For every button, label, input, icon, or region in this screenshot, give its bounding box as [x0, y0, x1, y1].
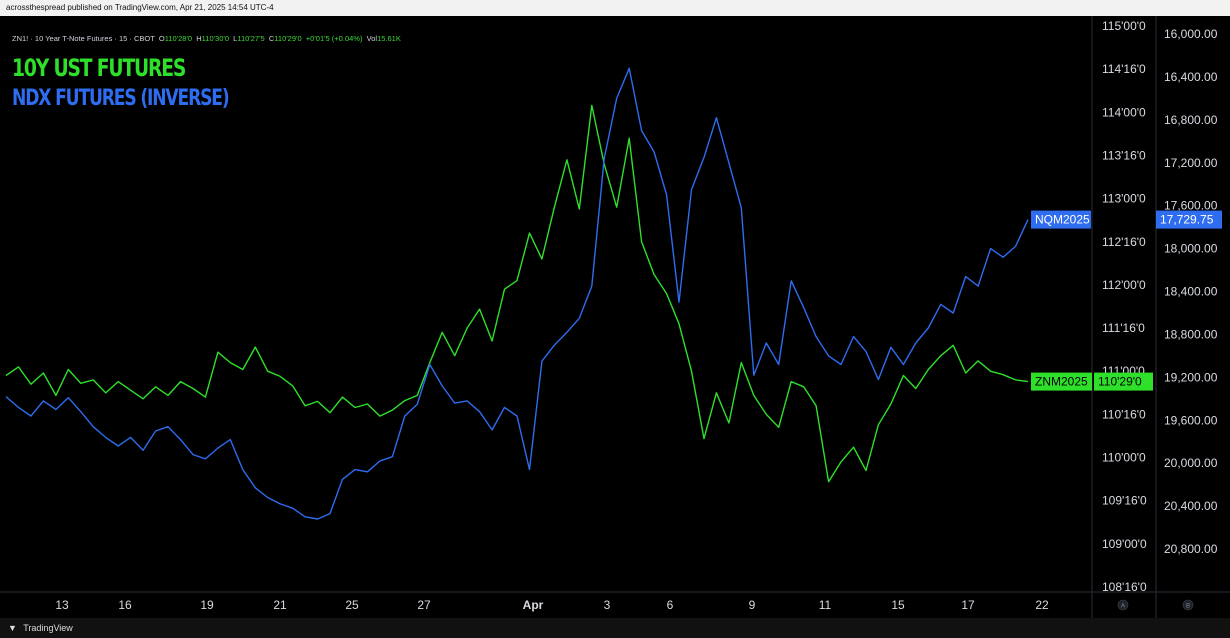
footer: ▼ TradingView	[0, 618, 1230, 638]
left-axis-tick: 113'00'0	[1102, 192, 1146, 206]
high-label: H	[196, 34, 202, 43]
series-name-tag-zn: ZNM2025	[1035, 375, 1088, 389]
left-axis-tick: 112'00'0	[1102, 278, 1146, 292]
right-axis-tick: 16,000.00	[1164, 27, 1218, 41]
x-axis[interactable]: 13 16 19 21 25 27 Apr 3 6 9 11 15 17 22 A B	[55, 598, 1194, 612]
right-axis[interactable]: 16,000.00 16,400.00 16,800.00 17,200.00 17,6…	[1164, 27, 1218, 556]
series-name-tag-zn-bg	[1031, 372, 1092, 391]
footer-brand: TradingView	[23, 623, 73, 633]
right-axis-tick: 20,000.00	[1164, 456, 1218, 470]
series-line-zn	[5, 104, 1029, 483]
right-axis-tick: 18,000.00	[1164, 242, 1218, 256]
right-axis-tick: 17,200.00	[1164, 156, 1218, 170]
tradingview-logo-icon: ▼	[8, 623, 17, 633]
axis-badge-icon	[1182, 599, 1194, 611]
left-axis-tick: 115'00'0	[1102, 19, 1146, 33]
right-axis-tick: 20,800.00	[1164, 542, 1218, 556]
x-axis-tick: 11	[819, 598, 832, 612]
left-axis-tick: 108'16'0	[1102, 580, 1147, 594]
left-axis-tick: 109'16'0	[1102, 494, 1147, 508]
high-value: 110'30'0	[201, 34, 229, 43]
open-value: 110'28'0	[164, 34, 193, 43]
last-value-tag-zn: 110'29'0	[1098, 375, 1142, 389]
vol-label: Vol	[366, 34, 378, 43]
series-line-nq	[5, 67, 1029, 520]
x-axis-tick: 9	[749, 598, 756, 612]
x-axis-tick: 21	[273, 598, 287, 612]
ohlc-legend[interactable]: ZN1! · 10 Year T-Note Futures · 15 · CBO…	[12, 34, 401, 43]
price-tags: NQM2025 17,729.75 ZNM2025 110'29'0	[1031, 210, 1222, 391]
right-axis-tick: 16,400.00	[1164, 70, 1218, 84]
x-axis-tick: Apr	[523, 598, 544, 612]
axis-lines	[0, 16, 1230, 618]
axis-badge-label: B	[1186, 604, 1190, 610]
axis-badge-label: A	[1121, 604, 1125, 610]
low-value: 110'27'5	[237, 34, 265, 43]
chart-title-primary: 10Y UST FUTURES	[12, 54, 186, 82]
left-axis-tick: 111'16'0	[1102, 321, 1145, 335]
x-axis-tick: 17	[961, 598, 975, 612]
x-axis-tick: 25	[345, 598, 359, 612]
right-axis-tick: 18,400.00	[1164, 285, 1218, 299]
series-name-tag-nq: NQM2025	[1035, 213, 1090, 227]
axis-badge-icon	[1117, 599, 1129, 611]
x-axis-tick: 16	[118, 598, 132, 612]
chart-title-secondary: NDX FUTURES (INVERSE)	[12, 86, 230, 111]
last-value-tag-nq: 17,729.75	[1160, 213, 1214, 227]
open-label: O	[158, 34, 165, 43]
series-name-tag-nq-bg	[1031, 210, 1091, 229]
right-axis-tick: 20,400.00	[1164, 499, 1218, 513]
left-axis-tick: 113'16'0	[1102, 148, 1146, 162]
left-axis-tick: 110'16'0	[1102, 407, 1146, 421]
x-axis-tick: 13	[55, 598, 69, 612]
change-value: +0'01'5 (+0.04%)	[305, 34, 363, 43]
left-axis-tick: 112'16'0	[1102, 235, 1146, 249]
x-axis-tick: 27	[417, 598, 431, 612]
right-axis-tick: 19,200.00	[1164, 370, 1218, 384]
left-axis[interactable]: 115'00'0 114'16'0 114'00'0 113'16'0 113'00'0…	[1102, 19, 1147, 594]
right-axis-tick: 17,600.00	[1164, 199, 1218, 213]
right-axis-tick: 16,800.00	[1164, 113, 1218, 127]
left-axis-tick: 110'00'0	[1102, 451, 1146, 465]
right-axis-tick: 18,800.00	[1164, 327, 1218, 341]
publish-bar: acrossthespread published on TradingView…	[0, 0, 1230, 16]
publish-text: acrossthespread published on TradingView…	[6, 3, 274, 12]
left-axis-tick: 109'00'0	[1102, 537, 1147, 551]
x-axis-tick: 15	[891, 598, 905, 612]
series-layer	[5, 67, 1029, 520]
close-label: C	[268, 34, 275, 43]
last-value-tag-zn-bg	[1094, 372, 1153, 391]
vol-value: 15.61K	[377, 34, 401, 43]
symbol-label: ZN1! · 10 Year T-Note Futures · 15 · CBO…	[12, 34, 155, 43]
x-axis-tick: 19	[200, 598, 214, 612]
right-axis-tick: 19,600.00	[1164, 413, 1218, 427]
x-axis-tick: 3	[604, 598, 611, 612]
chart-area[interactable]: 115'00'0 114'16'0 114'00'0 113'16'0 113'00'0…	[0, 16, 1230, 618]
left-axis-tick: 114'00'0	[1102, 105, 1146, 119]
x-axis-tick: 22	[1035, 598, 1049, 612]
left-axis-tick: 114'16'0	[1102, 62, 1146, 76]
chart-svg[interactable]: 115'00'0 114'16'0 114'00'0 113'16'0 113'00'0…	[0, 16, 1230, 618]
low-label: L	[233, 34, 238, 43]
close-value: 110'29'0	[274, 34, 302, 43]
last-value-tag-nq-bg	[1156, 210, 1222, 229]
x-axis-tick: 6	[667, 598, 674, 612]
